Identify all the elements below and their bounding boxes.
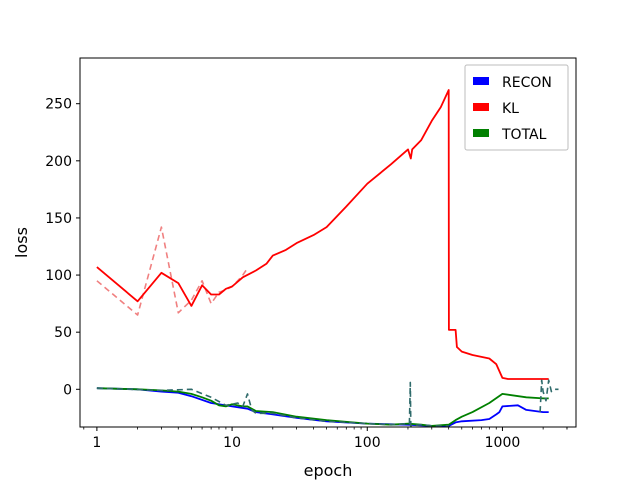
series-line-recon-smoothed-2 [96,387,549,427]
y-tick-label: 250 [45,97,72,113]
series-line-kl-smoothed-1 [96,89,549,380]
x-axis-label: epoch [304,461,353,480]
legend-label-kl: KL [502,101,519,117]
legend-label-recon: RECON [502,75,552,91]
x-tick-label: 1 [92,435,101,451]
ticks-layer: 1 10 100 1000 0 50 100 150 200 250 [45,97,568,451]
x-tick-label: 100 [354,435,381,451]
y-axis-label: loss [12,227,31,258]
legend-swatch-total [473,129,489,137]
plot-area-frame [79,57,577,428]
legend-swatch-kl [473,103,489,111]
series-line-kl-raw-0 [96,226,249,316]
y-tick-label: 200 [45,154,72,170]
legend-label-total: TOTAL [501,127,547,143]
x-tick-label: 1000 [485,435,521,451]
legend-swatch-recon [473,77,489,85]
y-tick-label: 150 [45,211,72,227]
legend-box [464,64,569,151]
y-tick-label: 50 [54,325,72,341]
x-tick-label: 10 [223,435,241,451]
series-layer [96,89,559,427]
series-line-total-raw-5 [539,379,559,413]
y-tick-label: 100 [45,268,72,284]
y-tick-label: 0 [63,382,72,398]
series-line-total-smoothed-3 [96,387,549,427]
legend: RECON KL TOTAL [464,64,569,151]
series-line-total-raw-4 [96,381,449,427]
